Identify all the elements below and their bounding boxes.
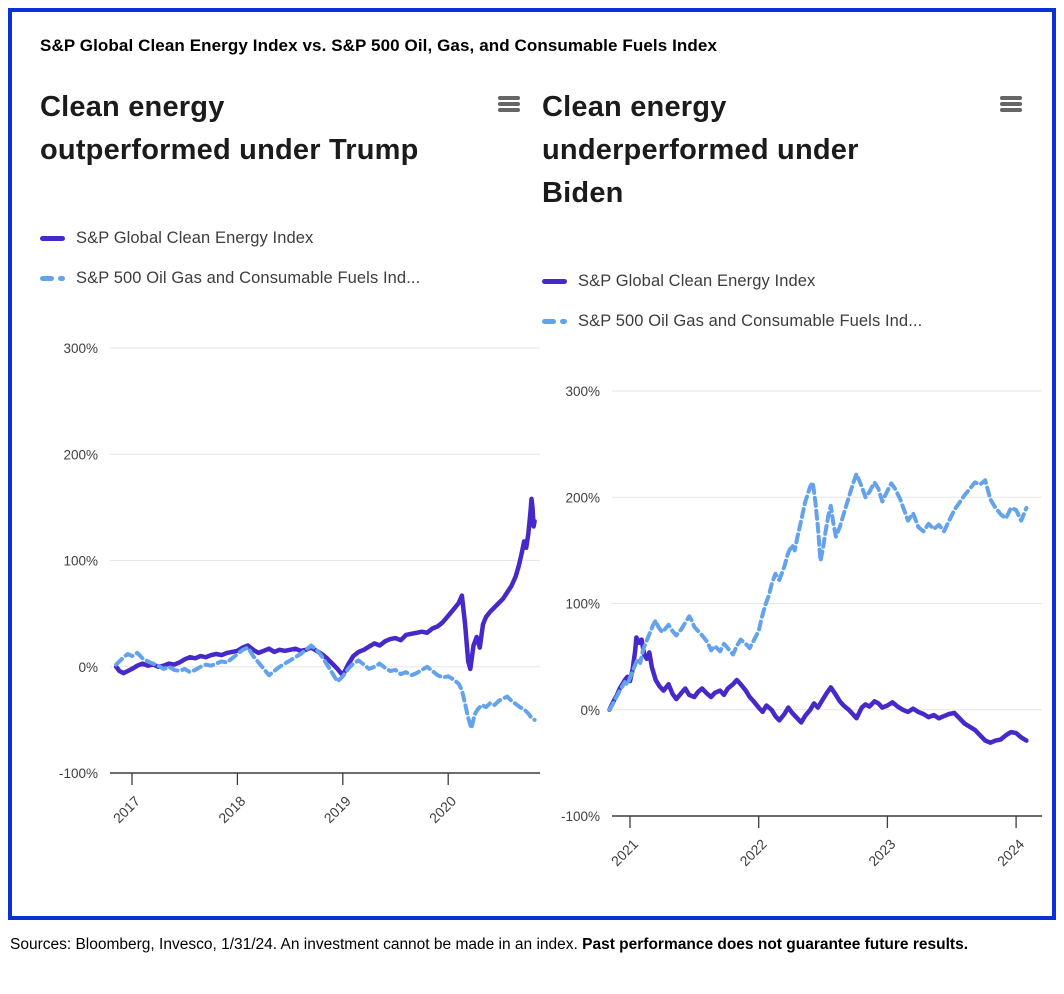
legend-item-clean-energy[interactable]: S&P Global Clean Energy Index [542, 261, 1026, 301]
hamburger-menu-icon[interactable] [1000, 96, 1022, 112]
source-note: Sources: Bloomberg, Invesco, 1/31/24. An… [10, 930, 1054, 960]
svg-text:2019: 2019 [321, 793, 354, 826]
svg-text:-100%: -100% [561, 809, 600, 824]
legend-item-clean-energy[interactable]: S&P Global Clean Energy Index [40, 218, 524, 258]
svg-text:2022: 2022 [736, 836, 769, 869]
legend-swatch-dashed-line [40, 275, 76, 281]
svg-text:2018: 2018 [215, 793, 248, 826]
legend-label: S&P 500 Oil Gas and Consumable Fuels Ind… [76, 268, 421, 287]
svg-text:200%: 200% [63, 447, 98, 462]
svg-text:100%: 100% [565, 597, 600, 612]
chart-title-trump: Clean energy outperformed under Trump [40, 91, 419, 166]
svg-text:-100%: -100% [59, 766, 98, 781]
svg-text:2020: 2020 [426, 793, 459, 826]
legend-item-oil-gas[interactable]: S&P 500 Oil Gas and Consumable Fuels Ind… [542, 301, 1026, 341]
line-chart-trump: 300% 200% 100% 0% -100% 2017 2018 2019 2020 [40, 330, 540, 835]
legend-swatch-solid-line [40, 235, 76, 241]
source-note-text: Sources: Bloomberg, Invesco, 1/31/24. An… [10, 936, 583, 953]
chart-legend: S&P Global Clean Energy Index S&P 500 Oi… [40, 218, 524, 298]
legend-item-oil-gas[interactable]: S&P 500 Oil Gas and Consumable Fuels Ind… [40, 258, 524, 298]
legend-label: S&P Global Clean Energy Index [76, 228, 314, 247]
svg-text:300%: 300% [565, 384, 600, 399]
source-note-disclaimer: Past performance does not guarantee futu… [582, 936, 968, 953]
svg-text:100%: 100% [63, 554, 98, 569]
chart-frame: S&P Global Clean Energy Index vs. S&P 50… [8, 8, 1056, 920]
svg-text:2024: 2024 [994, 836, 1027, 869]
svg-text:2023: 2023 [865, 836, 898, 869]
chart-title-biden: Clean energy underperformed under Biden [542, 91, 859, 209]
chart-legend: S&P Global Clean Energy Index S&P 500 Oi… [542, 261, 1026, 341]
svg-text:200%: 200% [565, 490, 600, 505]
svg-text:300%: 300% [63, 341, 98, 356]
svg-text:2021: 2021 [608, 836, 641, 869]
line-chart-svg: 300% 200% 100% 0% -100% 2021 2022 2023 2024 [561, 384, 1042, 869]
legend-swatch-dashed-line [542, 318, 578, 324]
legend-swatch-solid-line [542, 278, 578, 284]
svg-text:0%: 0% [78, 660, 98, 675]
chart-panels: Clean energy outperformed under Trump S&… [40, 86, 1042, 878]
chart-panel-trump: Clean energy outperformed under Trump S&… [40, 86, 540, 878]
legend-label: S&P 500 Oil Gas and Consumable Fuels Ind… [578, 311, 923, 330]
hamburger-menu-icon[interactable] [498, 96, 520, 112]
svg-text:2017: 2017 [110, 793, 143, 826]
svg-text:0%: 0% [580, 703, 600, 718]
chart-panel-biden: Clean energy underperformed under Biden … [542, 86, 1042, 878]
line-chart-svg: 300% 200% 100% 0% -100% 2017 2018 2019 2020 [59, 341, 540, 826]
legend-label: S&P Global Clean Energy Index [578, 271, 816, 290]
page-title: S&P Global Clean Energy Index vs. S&P 50… [40, 36, 717, 55]
line-chart-biden: 300% 200% 100% 0% -100% 2021 2022 2023 2024 [542, 373, 1042, 878]
